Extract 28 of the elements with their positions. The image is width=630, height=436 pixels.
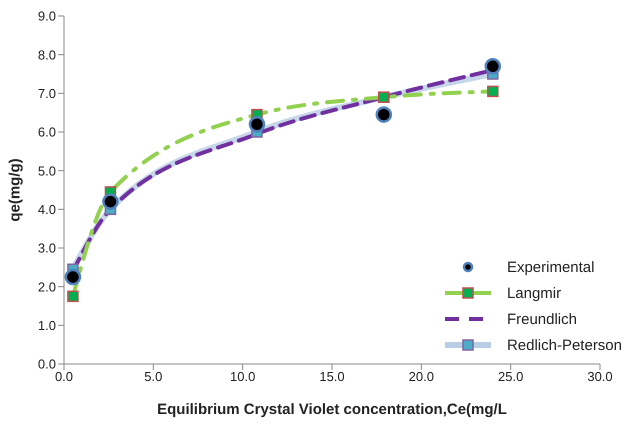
y-tick-label: 8.0	[38, 47, 56, 62]
point	[64, 268, 82, 286]
point	[484, 58, 502, 75]
x-tick-label: 10.0	[230, 369, 256, 384]
y-tick-label: 0.0	[38, 356, 56, 372]
x-tick-label: 5.0	[144, 369, 162, 384]
y-tick-label: 1.0	[38, 318, 56, 333]
point	[102, 193, 119, 210]
legend-label: Experimental	[506, 258, 594, 276]
y-tick-label: 5.0	[38, 163, 56, 178]
x-tick-label: 30.0	[587, 369, 613, 384]
y-tick-label: 4.0	[38, 202, 56, 217]
y-tick-label: 7.0	[38, 86, 56, 101]
legend-label: Langmir	[506, 284, 562, 302]
point	[248, 116, 266, 133]
x-tick-label: 20.0	[408, 369, 434, 384]
point	[376, 106, 392, 123]
y-tick-label: 6.0	[38, 124, 56, 140]
x-tick-label: 25.0	[498, 369, 524, 384]
y-tick-label: 9.0	[38, 8, 56, 24]
y-tick-label: 3.0	[38, 240, 56, 256]
legend-label: Redlich-Peterson	[506, 336, 622, 354]
y-tick-label: 2.0	[38, 279, 56, 294]
x-axis-title: Equilibrium Crystal Violet concentration,Ce(mg/L	[157, 401, 507, 418]
legend-label: Freundlich	[506, 310, 577, 328]
y-axis-title: qe(mg/g)	[6, 158, 24, 222]
x-tick-label: 0.0	[54, 369, 74, 384]
x-tick-label: 15.0	[319, 369, 345, 384]
